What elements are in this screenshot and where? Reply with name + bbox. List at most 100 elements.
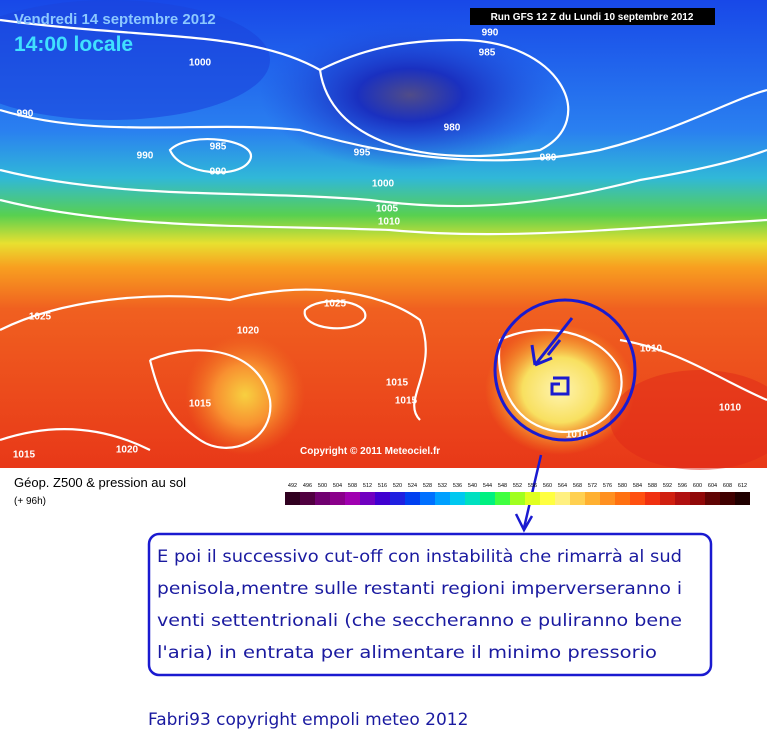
scale-label: 612 xyxy=(738,483,747,489)
scale-label: 520 xyxy=(393,483,402,489)
scale-label: 500 xyxy=(318,483,327,489)
forecast-hour: (+ 96h) xyxy=(14,496,46,507)
isobar-label: 980 xyxy=(540,153,557,164)
isobar-label: 1010 xyxy=(378,217,401,228)
scale-swatch xyxy=(675,492,690,505)
scale-label: 536 xyxy=(453,483,462,489)
scale-swatch xyxy=(390,492,405,505)
scale-label: 540 xyxy=(468,483,477,489)
scale-swatch xyxy=(630,492,645,505)
isobar-label: 1000 xyxy=(372,179,395,190)
isobar-label: 1010 xyxy=(640,344,663,355)
scale-swatch xyxy=(540,492,555,505)
isobar-label: 990 xyxy=(210,167,227,178)
scale-swatch xyxy=(300,492,315,505)
scale-swatch xyxy=(735,492,750,505)
copyright: Copyright © 2011 Meteociel.fr xyxy=(300,446,440,457)
scale-label: 564 xyxy=(558,483,567,489)
map xyxy=(0,0,767,470)
isobar-labels: 990 985 1000 990 980 985 990 995 980 990 1000 1005 1… xyxy=(13,28,742,461)
annotation-line: E poi il successivo cut-off con instabil… xyxy=(157,547,682,567)
isobar-label: 990 xyxy=(137,151,154,162)
isobar-label: 1010 xyxy=(566,430,589,441)
scale-swatch xyxy=(555,492,570,505)
scale-swatch xyxy=(690,492,705,505)
annotation-line: penisola,mentre sulle restanti regioni i… xyxy=(157,579,682,599)
run-info: Run GFS 12 Z du Lundi 10 septembre 2012 xyxy=(491,12,694,23)
scale-swatch xyxy=(645,492,660,505)
scale-swatch xyxy=(480,492,495,505)
scale-label: 516 xyxy=(378,483,387,489)
scale-swatch xyxy=(360,492,375,505)
isobar-label: 1005 xyxy=(376,204,399,215)
annotation-line: venti settentrionali (che seccheranno e … xyxy=(157,611,682,631)
scale-swatch xyxy=(495,492,510,505)
scale-label: 608 xyxy=(723,483,732,489)
scale-swatch xyxy=(285,492,300,505)
scale-label: 528 xyxy=(423,483,432,489)
scale-swatch xyxy=(510,492,525,505)
scale-label: 596 xyxy=(678,483,687,489)
isobar-label: 995 xyxy=(354,148,371,159)
isobar-label: 1010 xyxy=(719,403,742,414)
scale-label: 552 xyxy=(513,483,522,489)
scale-swatch xyxy=(375,492,390,505)
scale-swatch xyxy=(450,492,465,505)
isobar-label: 1015 xyxy=(13,450,36,461)
isobar-label: 980 xyxy=(444,123,461,134)
isobar-label: 990 xyxy=(482,28,499,39)
scale-label: 580 xyxy=(618,483,627,489)
scale-label: 492 xyxy=(288,483,297,489)
time: 14:00 locale xyxy=(14,33,133,56)
scale-label: 544 xyxy=(483,483,492,489)
signature: Fabri93 copyright empoli meteo 2012 xyxy=(148,710,468,730)
scale-swatch xyxy=(585,492,600,505)
scale-label: 532 xyxy=(438,483,447,489)
color-scale: 492 496 500 504 508 512 516 520 524 528 532 536 540 5… xyxy=(285,483,750,505)
scale-label: 572 xyxy=(588,483,597,489)
scale-swatch xyxy=(660,492,675,505)
scale-label: 548 xyxy=(498,483,507,489)
highlight-circle xyxy=(493,298,637,442)
scale-swatch xyxy=(345,492,360,505)
scale-label: 556 xyxy=(528,483,537,489)
legend-title: Géop. Z500 & pression au sol xyxy=(14,475,186,490)
isobar-label: 985 xyxy=(210,142,227,153)
scale-label: 504 xyxy=(333,483,342,489)
scale-swatch xyxy=(525,492,540,505)
isobar-label: 1025 xyxy=(324,299,347,310)
scale-swatch xyxy=(570,492,585,505)
scale-swatch xyxy=(420,492,435,505)
scale-swatch xyxy=(435,492,450,505)
scale-swatch xyxy=(615,492,630,505)
scale-swatch xyxy=(330,492,345,505)
scale-label: 524 xyxy=(408,483,417,489)
isobar-label: 1015 xyxy=(395,396,418,407)
scale-label: 508 xyxy=(348,483,357,489)
isobar-label: 990 xyxy=(17,109,34,120)
scale-swatch xyxy=(705,492,720,505)
isobar-label: 1020 xyxy=(116,445,139,456)
annotation-text: E poi il successivo cut-off con instabil… xyxy=(157,547,682,663)
scale-swatch xyxy=(465,492,480,505)
scale-label: 512 xyxy=(363,483,372,489)
scale-swatch xyxy=(405,492,420,505)
wind-arrow xyxy=(530,317,574,367)
isobar-label: 1020 xyxy=(237,326,260,337)
scale-label: 600 xyxy=(693,483,702,489)
scale-label: 560 xyxy=(543,483,552,489)
scale-swatch xyxy=(720,492,735,505)
scale-label: 568 xyxy=(573,483,582,489)
isobar-label: 1015 xyxy=(189,399,212,410)
low-symbol xyxy=(550,376,570,396)
scale-label: 584 xyxy=(633,483,642,489)
annotation-box xyxy=(147,532,713,677)
scale-label: 588 xyxy=(648,483,657,489)
isobar-label: 1025 xyxy=(29,312,52,323)
callout-arrow xyxy=(514,454,543,533)
scale-label: 592 xyxy=(663,483,672,489)
date: Vendredi 14 septembre 2012 xyxy=(14,11,216,28)
isobar-label: 985 xyxy=(479,48,496,59)
scale-label: 576 xyxy=(603,483,612,489)
